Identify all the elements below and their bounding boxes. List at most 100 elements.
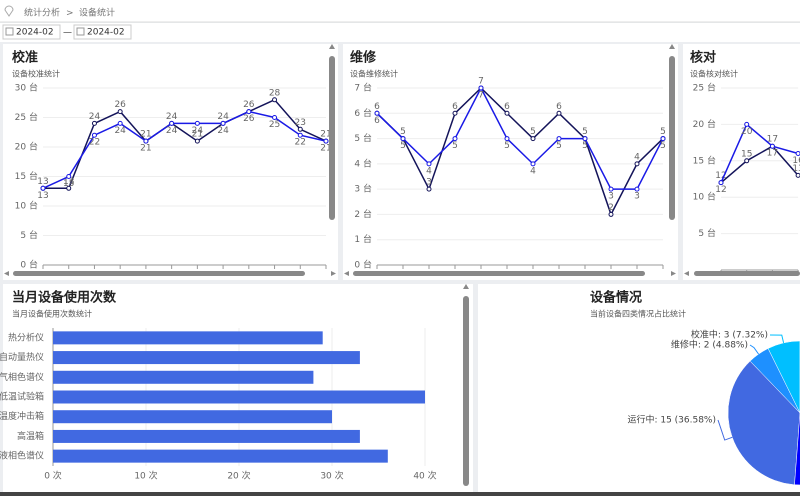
data-label: 21 [192, 130, 203, 140]
data-label: 5 [660, 141, 666, 151]
point [744, 121, 750, 127]
point [608, 186, 614, 192]
scrollbars[interactable] [0, 44, 800, 496]
data-label: 6 [452, 102, 458, 112]
scroll-thumb[interactable] [329, 56, 335, 220]
chart-subtitle: 当前设备四类情况占比统计 [590, 309, 686, 319]
point [556, 136, 562, 142]
data-label: 24 [166, 112, 178, 122]
series-line [376, 86, 664, 217]
data-label: 5 [582, 141, 588, 151]
pie-label: 运行中: 15 (36.58%) [627, 414, 716, 426]
chart-title: 核对 [690, 50, 716, 66]
series-line [43, 98, 327, 190]
data-label: 21 [320, 130, 331, 140]
x-tick-label: 0 次 [44, 470, 62, 482]
point [744, 158, 750, 164]
scroll-arrow[interactable] [669, 44, 675, 49]
data-label: 24 [217, 112, 229, 122]
data-label: 5 [400, 127, 406, 137]
data-label: 5 [530, 127, 536, 137]
data-label: 21 [140, 144, 151, 154]
scroll-thumb[interactable] [463, 296, 469, 486]
scroll-arrow[interactable] [463, 284, 469, 289]
series-line [376, 86, 664, 190]
data-label: 13 [37, 177, 48, 187]
point [169, 120, 175, 126]
data-label: 24 [166, 126, 178, 136]
date-input[interactable] [73, 24, 132, 40]
data-label: 6 [374, 102, 380, 112]
data-label: 13 [37, 191, 48, 201]
y-tick-label: 低温试验箱 [0, 391, 44, 403]
point [634, 161, 640, 167]
data-label: 22 [295, 138, 306, 148]
point [400, 136, 406, 142]
data-label: 4 [530, 166, 536, 176]
data-label: 3 [608, 192, 614, 202]
y-tick-label: 自动量热仪 [0, 351, 44, 363]
point [143, 138, 149, 144]
point [582, 136, 588, 142]
x-tick-label: 40 次 [413, 470, 436, 482]
point [530, 161, 536, 167]
bar [53, 331, 323, 345]
y-tick-label: 3 台 [354, 183, 372, 195]
data-label: 7 [478, 91, 484, 101]
point [530, 136, 536, 142]
chart-subtitle: 设备核对统计 [690, 69, 738, 79]
scroll-arrow[interactable] [329, 44, 335, 49]
point [452, 136, 458, 142]
data-label: 24 [114, 126, 126, 136]
point [504, 136, 510, 142]
leader-line [717, 419, 733, 441]
chart-title: 当月设备使用次数 [12, 290, 117, 306]
point [272, 97, 278, 103]
x-tick-label: 20 次 [227, 470, 250, 482]
y-tick-label: 5 台 [698, 227, 716, 239]
data-label: 28 [269, 88, 281, 98]
y-tick-label: 2 台 [354, 208, 372, 220]
data-label: 2 [608, 203, 614, 213]
scroll-track[interactable] [0, 492, 800, 496]
pie-label: 校准中: 3 (7.32%) [691, 329, 768, 341]
data-label: 26 [243, 100, 255, 110]
point [504, 110, 510, 116]
data-label: 24 [192, 126, 204, 136]
breadcrumb-item: 设备统计 [79, 7, 115, 19]
point [608, 211, 614, 217]
data-label: 6 [556, 102, 562, 112]
data-label: 5 [504, 141, 510, 151]
series-line [720, 123, 799, 183]
point [91, 120, 97, 126]
y-tick-label: 高温箱 [17, 430, 44, 442]
point [795, 172, 800, 178]
data-label: 26 [114, 100, 126, 110]
scroll-thumb[interactable] [669, 56, 675, 220]
location-icon [4, 5, 14, 17]
scroll-thumb[interactable] [13, 271, 305, 276]
data-label: 13 [63, 177, 74, 187]
point [220, 120, 226, 126]
data-label: 21 [320, 144, 331, 154]
y-tick-label: 25 台 [15, 111, 38, 123]
point [194, 120, 200, 126]
data-label: 3 [634, 192, 640, 202]
date-input[interactable] [2, 24, 61, 40]
point [272, 115, 278, 120]
breadcrumb-item[interactable]: 统计分析 [24, 7, 60, 19]
point [194, 138, 200, 144]
point [246, 109, 252, 115]
calendar-icon [5, 27, 14, 36]
scroll-thumb[interactable] [694, 271, 800, 276]
chart-subtitle: 当月设备使用次数统计 [12, 309, 92, 319]
y-tick-label: 0 台 [354, 259, 372, 271]
data-label: 12 [715, 185, 726, 195]
scroll-arrow[interactable] [684, 271, 689, 276]
point [117, 109, 123, 115]
scroll-thumb[interactable] [353, 271, 645, 276]
bar [53, 429, 360, 443]
date-end: 2024-02 [87, 28, 125, 38]
y-tick-label: 0 台 [20, 259, 38, 271]
chart-subtitle: 设备校准统计 [12, 69, 60, 79]
